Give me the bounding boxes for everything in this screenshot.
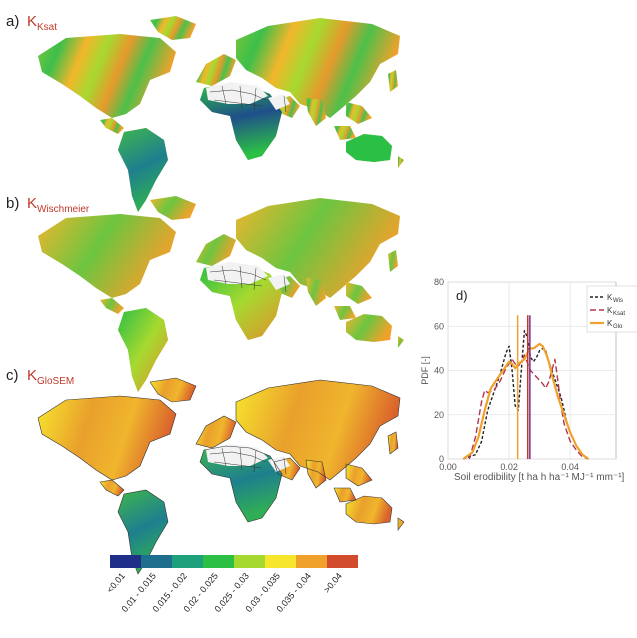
x-tick-label: 0.04	[561, 462, 579, 472]
map-panel-glosem: c) K GloSEM	[6, 367, 405, 575]
map-panel-ksat: a) K Ksat	[6, 13, 404, 212]
y-tick-label: 80	[434, 277, 444, 287]
legend-swatch	[265, 555, 296, 568]
panel-a-k: K	[27, 13, 37, 30]
panel-c-letter: c)	[6, 367, 19, 384]
legend-swatch	[296, 555, 327, 568]
legend-entry-k: K	[607, 293, 613, 302]
y-tick-label: 0	[439, 454, 444, 464]
legend-entry-k: K	[607, 306, 613, 315]
x-axis-label: Soil erodibility [t ha h ha⁻¹ MJ⁻¹ mm⁻¹]	[454, 472, 625, 483]
legend-entry-sub: Wis	[613, 298, 623, 304]
legend-entry-sub: Ksat	[613, 311, 625, 317]
y-tick-label: 40	[434, 366, 444, 376]
panel-c-sub: GloSEM	[37, 376, 74, 387]
x-tick-label: 0.00	[439, 462, 457, 472]
world-map-glosem	[37, 377, 405, 575]
pdf-chart: 0 20 40 60 80 0.00 0.02 0.04 PDF [-] Soil erodibi…	[420, 277, 637, 483]
world-map-ksat	[38, 16, 404, 212]
panel-a-sub: Ksat	[37, 22, 57, 33]
legend-label: >0.04	[322, 571, 344, 595]
legend-swatch	[172, 555, 203, 568]
y-axis-label: PDF [-]	[420, 356, 430, 385]
y-tick-label: 20	[434, 410, 444, 420]
y-tick-label: 60	[434, 321, 444, 331]
legend-entry-k: K	[607, 319, 613, 328]
legend-entry-sub: Glo	[613, 324, 623, 330]
panel-b-k: K	[27, 195, 37, 212]
panel-b-sub: Wischmeier	[37, 204, 90, 215]
legend-swatch	[234, 555, 265, 568]
chart-legend-box	[586, 285, 637, 333]
world-map-wischmeier	[38, 196, 404, 392]
legend-swatch	[203, 555, 234, 568]
legend-swatch	[141, 555, 172, 568]
panel-a-letter: a)	[6, 13, 19, 30]
panel-c-k: K	[27, 367, 37, 384]
panel-d-letter: d)	[456, 288, 468, 303]
panel-b-letter: b)	[6, 195, 19, 212]
map-panel-wischmeier: b) K Wischmeier	[6, 195, 404, 392]
legend-label: <0.01	[105, 571, 127, 595]
legend-swatch	[110, 555, 141, 568]
series-line-kglosem	[462, 342, 590, 460]
x-tick-label: 0.02	[500, 462, 518, 472]
legend-swatch	[327, 555, 358, 568]
